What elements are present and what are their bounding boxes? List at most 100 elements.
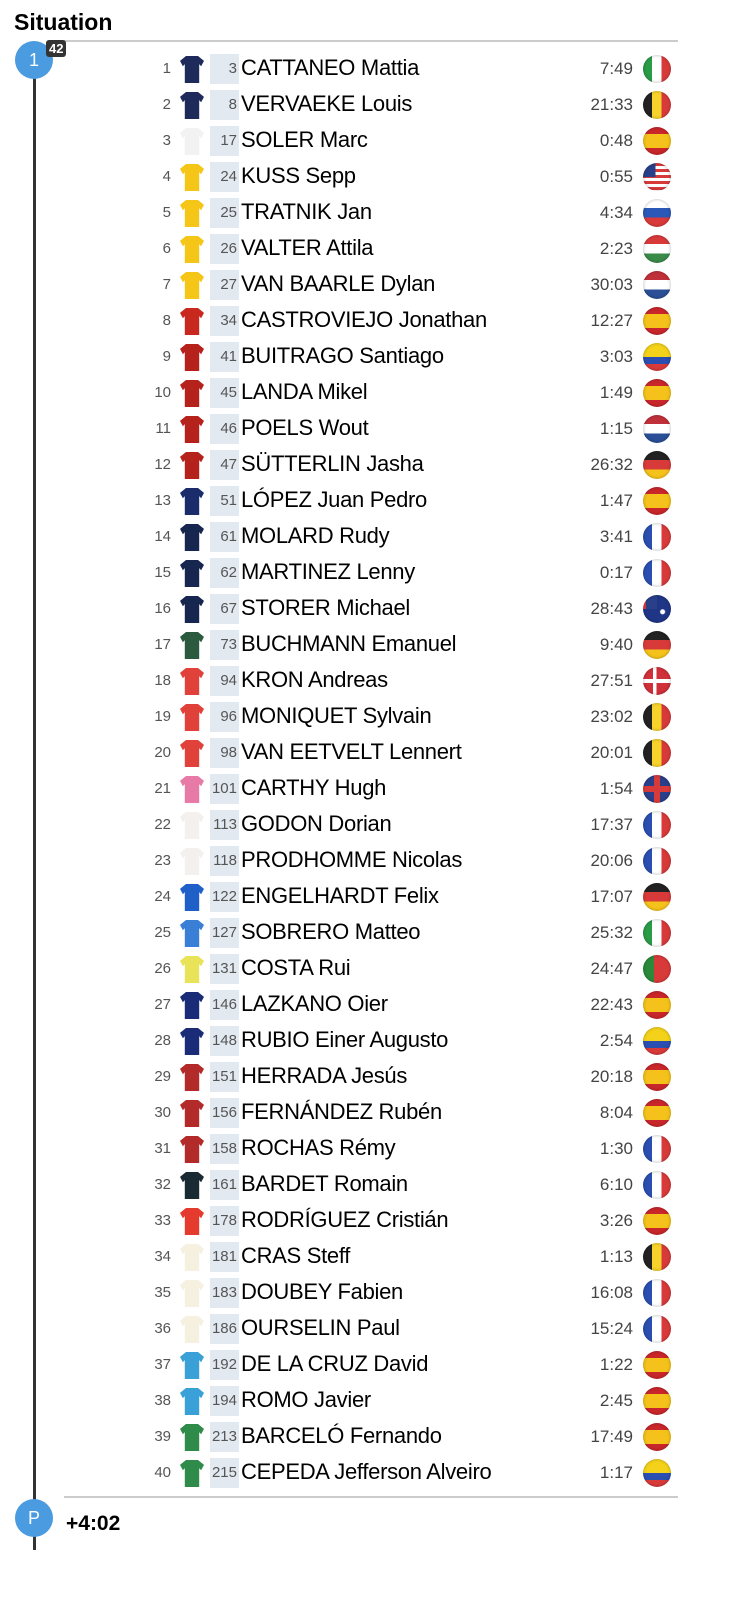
bib-number: 17 [210, 126, 239, 156]
team-jersey-icon [180, 1028, 204, 1055]
rider-name-link[interactable]: HERRADA Jesús [241, 1063, 408, 1088]
rider-name-link[interactable]: ENGELHARDT Felix [241, 883, 439, 908]
rider-row[interactable]: 7 27 VAN BAARLE Dylan 30:03 [0, 267, 737, 303]
rider-row[interactable]: 37 192 DE LA CRUZ David 1:22 [0, 1347, 737, 1383]
rider-name-link[interactable]: CRAS Steff [241, 1243, 351, 1268]
rider-name-link[interactable]: MARTINEZ Lenny [241, 559, 415, 584]
rider-row[interactable]: 10 45 LANDA Mikel 1:49 [0, 375, 737, 411]
rider-position: 25 [154, 924, 171, 941]
rider-row[interactable]: 28 148 RUBIO Einer Augusto 2:54 [0, 1023, 737, 1059]
rider-row[interactable]: 11 46 POELS Wout 1:15 [0, 411, 737, 447]
rider-row[interactable]: 5 25 TRATNIK Jan 4:34 [0, 195, 737, 231]
rider-row[interactable]: 6 26 VALTER Attila 2:23 [0, 231, 737, 267]
rider-name-link[interactable]: TRATNIK Jan [241, 199, 372, 224]
rider-name-link[interactable]: STORER Michael [241, 595, 410, 620]
bib-number: 27 [210, 270, 239, 300]
rider-row[interactable]: 34 181 CRAS Steff 1:13 [0, 1239, 737, 1275]
rider-time: 12:27 [590, 311, 633, 330]
rider-name-link[interactable]: CASTROVIEJO Jonathan [241, 307, 487, 332]
rider-name-link[interactable]: SOBRERO Matteo [241, 919, 421, 944]
rider-name-link[interactable]: FERNÁNDEZ Rubén [241, 1099, 442, 1124]
rider-row[interactable]: 3 17 SOLER Marc 0:48 [0, 123, 737, 159]
rider-name-link[interactable]: DOUBEY Fabien [241, 1279, 403, 1304]
rider-row[interactable]: 26 131 COSTA Rui 24:47 [0, 951, 737, 987]
rider-name-link[interactable]: CEPEDA Jefferson Alveiro [241, 1459, 492, 1484]
rider-row[interactable]: 29 151 HERRADA Jesús 20:18 [0, 1059, 737, 1095]
peloton-marker[interactable]: P [15, 1499, 53, 1537]
rider-row[interactable]: 18 94 KRON Andreas 27:51 [0, 663, 737, 699]
rider-name-link[interactable]: CATTANEO Mattia [241, 55, 420, 80]
rider-row[interactable]: 30 156 FERNÁNDEZ Rubén 8:04 [0, 1095, 737, 1131]
team-jersey-icon [180, 884, 204, 911]
rider-row[interactable]: 25 127 SOBRERO Matteo 25:32 [0, 915, 737, 951]
rider-name-link[interactable]: RUBIO Einer Augusto [241, 1027, 449, 1052]
rider-row[interactable]: 2 8 VERVAEKE Louis 21:33 [0, 87, 737, 123]
rider-time: 20:18 [590, 1067, 633, 1086]
rider-row[interactable]: 32 161 BARDET Romain 6:10 [0, 1167, 737, 1203]
rider-position: 35 [154, 1284, 171, 1301]
rider-row[interactable]: 16 67 STORER Michael 28:43 [0, 591, 737, 627]
rider-name-link[interactable]: RODRÍGUEZ Cristián [241, 1207, 449, 1232]
rider-row[interactable]: 20 98 VAN EETVELT Lennert 20:01 [0, 735, 737, 771]
rider-row[interactable]: 24 122 ENGELHARDT Felix 17:07 [0, 879, 737, 915]
rider-name-link[interactable]: VAN EETVELT Lennert [241, 739, 462, 764]
rider-row[interactable]: 23 118 PRODHOMME Nicolas 20:06 [0, 843, 737, 879]
rider-name-link[interactable]: OURSELIN Paul [241, 1315, 400, 1340]
rider-name-link[interactable]: LÓPEZ Juan Pedro [241, 487, 427, 512]
team-jersey-icon [180, 848, 204, 875]
rider-name-link[interactable]: GODON Dorian [241, 811, 392, 836]
rider-name-link[interactable]: BARCELÓ Fernando [241, 1423, 442, 1448]
rider-name-link[interactable]: SOLER Marc [241, 127, 368, 152]
rider-name-link[interactable]: BUITRAGO Santiago [241, 343, 444, 368]
rider-name-link[interactable]: KRON Andreas [241, 667, 388, 692]
rider-row[interactable]: 14 61 MOLARD Rudy 3:41 [0, 519, 737, 555]
rider-name-link[interactable]: ROCHAS Rémy [241, 1135, 396, 1160]
flag-nl-icon [643, 415, 671, 443]
rider-row[interactable]: 39 213 BARCELÓ Fernando 17:49 [0, 1419, 737, 1455]
rider-row[interactable]: 27 146 LAZKANO Oier 22:43 [0, 987, 737, 1023]
rider-row[interactable]: 13 51 LÓPEZ Juan Pedro 1:47 [0, 483, 737, 519]
rider-position: 16 [154, 600, 171, 617]
rider-name-link[interactable]: VALTER Attila [241, 235, 374, 260]
rider-row[interactable]: 19 96 MONIQUET Sylvain 23:02 [0, 699, 737, 735]
rider-row[interactable]: 35 183 DOUBEY Fabien 16:08 [0, 1275, 737, 1311]
rider-name-link[interactable]: CARTHY Hugh [241, 775, 387, 800]
rider-name-link[interactable]: DE LA CRUZ David [241, 1351, 429, 1376]
rider-row[interactable]: 22 113 GODON Dorian 17:37 [0, 807, 737, 843]
rider-row[interactable]: 40 215 CEPEDA Jefferson Alveiro 1:17 [0, 1455, 737, 1491]
rider-name-link[interactable]: COSTA Rui [241, 955, 351, 980]
rider-name-link[interactable]: PRODHOMME Nicolas [241, 847, 463, 872]
rider-position: 20 [154, 744, 171, 761]
team-jersey-icon [180, 1352, 204, 1379]
rider-row[interactable]: 33 178 RODRÍGUEZ Cristián 3:26 [0, 1203, 737, 1239]
rider-name-link[interactable]: VAN BAARLE Dylan [241, 271, 436, 296]
rider-row[interactable]: 17 73 BUCHMANN Emanuel 9:40 [0, 627, 737, 663]
rider-row[interactable]: 21 101 CARTHY Hugh 1:54 [0, 771, 737, 807]
rider-name-link[interactable]: VERVAEKE Louis [241, 91, 413, 116]
team-jersey-icon [180, 236, 204, 263]
bib-number: 127 [210, 918, 239, 948]
rider-name-link[interactable]: BUCHMANN Emanuel [241, 631, 457, 656]
rider-row[interactable]: 31 158 ROCHAS Rémy 1:30 [0, 1131, 737, 1167]
team-jersey-icon [180, 740, 204, 767]
rider-row[interactable]: 4 24 KUSS Sepp 0:55 [0, 159, 737, 195]
rider-name-link[interactable]: ROMO Javier [241, 1387, 371, 1412]
rider-name-link[interactable]: LAZKANO Oier [241, 991, 388, 1016]
rider-name-link[interactable]: BARDET Romain [241, 1171, 408, 1196]
rider-name-link[interactable]: MONIQUET Sylvain [241, 703, 432, 728]
rider-name-link[interactable]: LANDA Mikel [241, 379, 368, 404]
bib-number: 8 [210, 90, 239, 120]
rider-row[interactable]: 9 41 BUITRAGO Santiago 3:03 [0, 339, 737, 375]
rider-time: 17:37 [590, 815, 633, 834]
rider-name-link[interactable]: SÜTTERLIN Jasha [241, 451, 424, 476]
rider-name-link[interactable]: KUSS Sepp [241, 163, 356, 188]
rider-row[interactable]: 36 186 OURSELIN Paul 15:24 [0, 1311, 737, 1347]
rider-row[interactable]: 15 62 MARTINEZ Lenny 0:17 [0, 555, 737, 591]
rider-name-link[interactable]: POELS Wout [241, 415, 369, 440]
bib-number: 61 [210, 522, 239, 552]
rider-name-link[interactable]: MOLARD Rudy [241, 523, 390, 548]
rider-row[interactable]: 1 3 CATTANEO Mattia 7:49 [0, 51, 737, 87]
rider-row[interactable]: 12 47 SÜTTERLIN Jasha 26:32 [0, 447, 737, 483]
rider-row[interactable]: 38 194 ROMO Javier 2:45 [0, 1383, 737, 1419]
rider-row[interactable]: 8 34 CASTROVIEJO Jonathan 12:27 [0, 303, 737, 339]
